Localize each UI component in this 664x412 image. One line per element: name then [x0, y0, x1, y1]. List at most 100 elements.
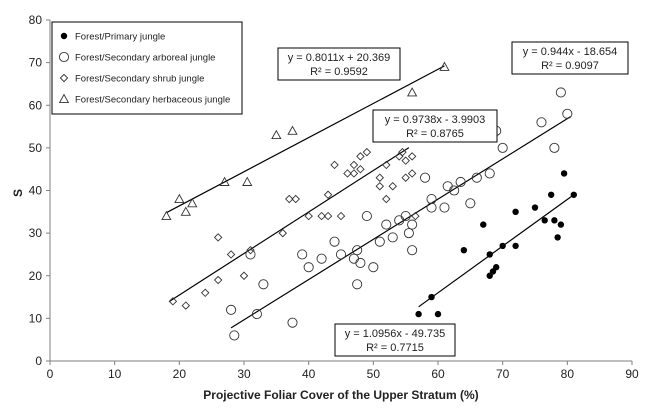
data-point-series-3	[323, 211, 333, 221]
data-point-series-2	[229, 330, 240, 341]
data-point-series-3	[382, 194, 391, 204]
data-point-series-2	[368, 262, 379, 273]
data-point-series-2	[536, 117, 547, 128]
data-point-series-1	[480, 221, 487, 228]
data-point-series-2	[555, 87, 566, 98]
data-point-series-3	[200, 288, 210, 298]
data-point-series-2	[352, 245, 363, 256]
data-point-series-2	[348, 253, 359, 264]
x-tick-label: 40	[302, 367, 316, 381]
x-tick-label: 70	[496, 367, 510, 381]
data-point-series-2	[455, 176, 466, 188]
data-point-series-2	[297, 249, 308, 260]
data-point-series-3	[401, 173, 410, 182]
data-point-series-2	[420, 172, 431, 183]
legend-marker-series-1	[60, 32, 68, 40]
data-point-series-1	[434, 310, 442, 318]
axes: 0 10 20 30 40 50 60 70 80 90 0 10 20 30 40 50 60 70 80	[29, 13, 639, 381]
data-point-series-3	[362, 147, 372, 157]
equation-box-series-4: y = 0.8011x + 20.369 R² = 0.9592	[277, 47, 401, 81]
data-point-series-3	[323, 190, 333, 199]
data-point-series-3	[285, 194, 294, 204]
data-point-series-1	[486, 251, 493, 258]
data-point-series-1	[428, 293, 435, 301]
trendline-equation: y = 0.9738x - 3.9903	[385, 114, 486, 126]
equation-box-border	[372, 109, 498, 143]
legend-marker-series-4	[58, 93, 70, 103]
data-point-series-1	[415, 310, 422, 318]
data-point-series-1	[541, 217, 548, 224]
x-tick-label: 10	[108, 367, 122, 381]
data-point-series-2	[226, 304, 237, 315]
data-point-series-3	[407, 169, 417, 178]
data-point-series-2	[549, 142, 560, 153]
y-tick-label: 60	[29, 98, 43, 112]
data-point-series-4	[187, 197, 198, 208]
legend: Forest/Primary jungle Forest/Secondary ar…	[51, 21, 243, 115]
data-point-series-3	[356, 164, 365, 174]
data-point-series-3	[375, 173, 385, 182]
data-point-series-3	[330, 160, 339, 170]
data-point-series-4	[180, 206, 191, 216]
data-point-series-2	[251, 309, 262, 320]
data-point-series-4	[287, 125, 298, 135]
y-axis-title: S	[11, 189, 25, 197]
data-point-series-2	[562, 108, 573, 119]
data-point-series-1	[512, 242, 519, 250]
data-point-series-4	[161, 210, 172, 221]
data-point-series-3	[239, 271, 249, 280]
data-point-series-3	[407, 152, 417, 161]
equation-labels: y = 0.8011x + 20.369 R² = 0.9592 y = 0.973…	[277, 41, 629, 357]
data-point-series-1	[460, 246, 468, 254]
data-point-series-3	[349, 169, 359, 178]
data-point-series-3	[213, 275, 223, 285]
data-point-series-2	[497, 142, 508, 153]
trendline-equation: y = 1.0956x - 49.735	[345, 328, 446, 340]
data-point-series-3	[401, 156, 410, 165]
data-point-series-1	[531, 204, 539, 211]
legend-label-series-2: Forest/Secondary arboreal jungle	[75, 53, 215, 64]
data-point-series-4	[242, 176, 253, 186]
data-point-series-2	[355, 257, 366, 269]
data-point-series-3	[388, 182, 397, 191]
y-tick-label: 40	[29, 184, 43, 198]
trendline-equation: y = 0.944x - 18.654	[523, 46, 617, 58]
equation-box-series-2: y = 0.944x - 18.654 R² = 0.9097	[511, 41, 629, 75]
data-point-series-2	[381, 219, 392, 230]
data-point-series-2	[374, 236, 385, 247]
data-point-series-1	[499, 242, 506, 250]
trendline-series-2	[230, 116, 571, 329]
trendlines	[166, 65, 575, 329]
data-point-series-2	[387, 232, 398, 243]
equation-box-border	[511, 41, 629, 75]
data-point-series-1	[560, 170, 568, 177]
data-point-series-3	[246, 245, 255, 255]
x-tick-label: 20	[173, 367, 187, 381]
data-point-series-3	[317, 211, 326, 221]
x-tick-label: 90	[625, 367, 639, 381]
data-point-series-4	[406, 87, 418, 97]
data-point-series-2	[335, 249, 347, 260]
data-point-series-3	[398, 147, 407, 157]
data-point-series-3	[213, 233, 223, 242]
trendline-series-1	[418, 194, 575, 308]
data-point-series-1	[557, 221, 565, 228]
data-point-series-4	[439, 61, 450, 71]
data-point-series-3	[382, 160, 391, 170]
data-point-series-2	[400, 211, 411, 222]
y-tick-label: 50	[29, 141, 43, 155]
y-tick-label: 10	[29, 311, 43, 325]
data-point-series-3	[411, 211, 420, 221]
data-point-series-3	[291, 194, 300, 204]
data-point-series-2	[442, 181, 453, 192]
data-point-series-2	[407, 219, 418, 230]
data-point-series-3	[304, 211, 313, 221]
data-point-series-1	[547, 191, 555, 198]
y-tick-label: 20	[29, 269, 43, 283]
data-point-series-2	[245, 249, 256, 260]
data-point-series-2	[484, 168, 495, 179]
y-tick-label: 30	[29, 226, 43, 240]
data-point-series-4	[219, 176, 230, 186]
data-point-series-2	[303, 262, 314, 273]
